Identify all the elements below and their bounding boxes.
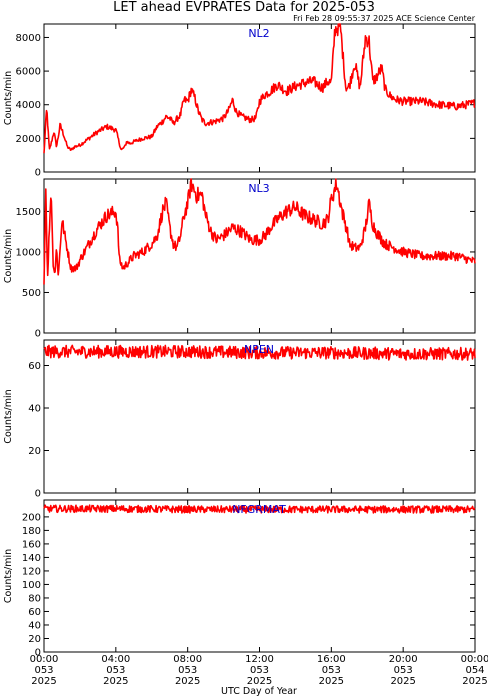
x-tick-label: 12:00 — [245, 654, 274, 665]
x-tick-label: 20:00 — [389, 654, 418, 665]
x-tick-label: 053 — [322, 665, 341, 676]
y-tick-label: 120 — [22, 566, 41, 577]
timestamp: Fri Feb 28 09:55:37 2025 ACE Science Cen… — [293, 14, 476, 23]
x-tick-label: 2025 — [319, 676, 344, 687]
x-axis: 00:00053202504:00053202508:00053202512:0… — [30, 654, 488, 687]
panel-name: NL3 — [248, 182, 269, 195]
x-tick-label: 16:00 — [317, 654, 346, 665]
y-tick-label: 40 — [28, 620, 41, 631]
x-tick-label: 00:00 — [30, 654, 59, 665]
plot-frame — [43, 339, 476, 494]
x-tick-label: 2025 — [462, 676, 487, 687]
x-tick-label: 04:00 — [101, 654, 130, 665]
x-tick-label: 053 — [106, 665, 125, 676]
y-tick-label: 60 — [28, 607, 41, 618]
y-axis-label: Counts/min — [3, 229, 14, 283]
x-tick-label: 053 — [250, 665, 269, 676]
series-line-npen — [43, 344, 476, 361]
y-tick-label: 80 — [28, 593, 41, 604]
x-tick-label: 2025 — [31, 676, 56, 687]
y-tick-label: 180 — [22, 526, 41, 537]
x-tick-label: 2025 — [175, 676, 200, 687]
y-tick-label: 20 — [28, 446, 41, 457]
x-tick-label: 2025 — [103, 676, 128, 687]
y-tick-label: 1500 — [16, 207, 41, 218]
y-tick-label: 160 — [22, 539, 41, 550]
panel-nl2: 0 2000 4000 6000 8000 Counts/min NL2 — [3, 23, 476, 179]
series-line-nfgrmat — [43, 504, 476, 514]
y-tick-label: 40 — [28, 404, 41, 415]
panel-name: NPEN — [244, 343, 274, 356]
y-tick-label: 0 — [35, 168, 41, 179]
page-title: LET ahead EVPRATES Data for 2025-053 — [113, 0, 375, 15]
y-axis-label: Counts/min — [3, 71, 14, 125]
x-tick-label: 00:00 — [461, 654, 488, 665]
series-line-nl2 — [43, 23, 476, 154]
y-axis-label: Counts/min — [3, 549, 14, 603]
plot-frame — [43, 499, 476, 653]
x-tick-label: 053 — [178, 665, 197, 676]
series-line-nl3 — [43, 178, 476, 285]
x-tick-label: 2025 — [247, 676, 272, 687]
plot-frame — [43, 178, 476, 334]
x-tick-label: 054 — [465, 665, 484, 676]
y-tick-label: 6000 — [16, 67, 41, 78]
y-tick-label: 100 — [22, 580, 41, 591]
y-tick-label: 60 — [28, 361, 41, 372]
y-tick-label: 2000 — [16, 134, 41, 145]
y-axis-label: Counts/min — [3, 389, 14, 443]
y-tick-label: 0 — [35, 489, 41, 500]
y-tick-label: 0 — [35, 329, 41, 340]
x-axis-label: UTC Day of Year — [221, 686, 297, 697]
y-tick-label: 8000 — [16, 33, 41, 44]
y-tick-label: 1000 — [16, 247, 41, 258]
y-tick-label: 20 — [28, 634, 41, 645]
x-tick-label: 053 — [34, 665, 53, 676]
panel-npen: 0 20 40 60 Counts/min NPEN — [3, 339, 476, 500]
y-tick-label: 200 — [22, 512, 41, 523]
y-tick-label: 4000 — [16, 100, 41, 111]
x-tick-label: 08:00 — [173, 654, 202, 665]
panel-name: NFGRMAT — [232, 503, 286, 516]
x-tick-label: 2025 — [390, 676, 415, 687]
panel-name: NL2 — [248, 27, 269, 40]
x-tick-label: 053 — [394, 665, 413, 676]
y-tick-label: 0 — [35, 648, 41, 659]
panel-nfgrmat: 0 20 40 60 80 100 120 140 160 180 200 Counts/min NFG… — [3, 499, 476, 659]
y-tick-label: 500 — [22, 288, 41, 299]
y-tick-label: 140 — [22, 553, 41, 564]
